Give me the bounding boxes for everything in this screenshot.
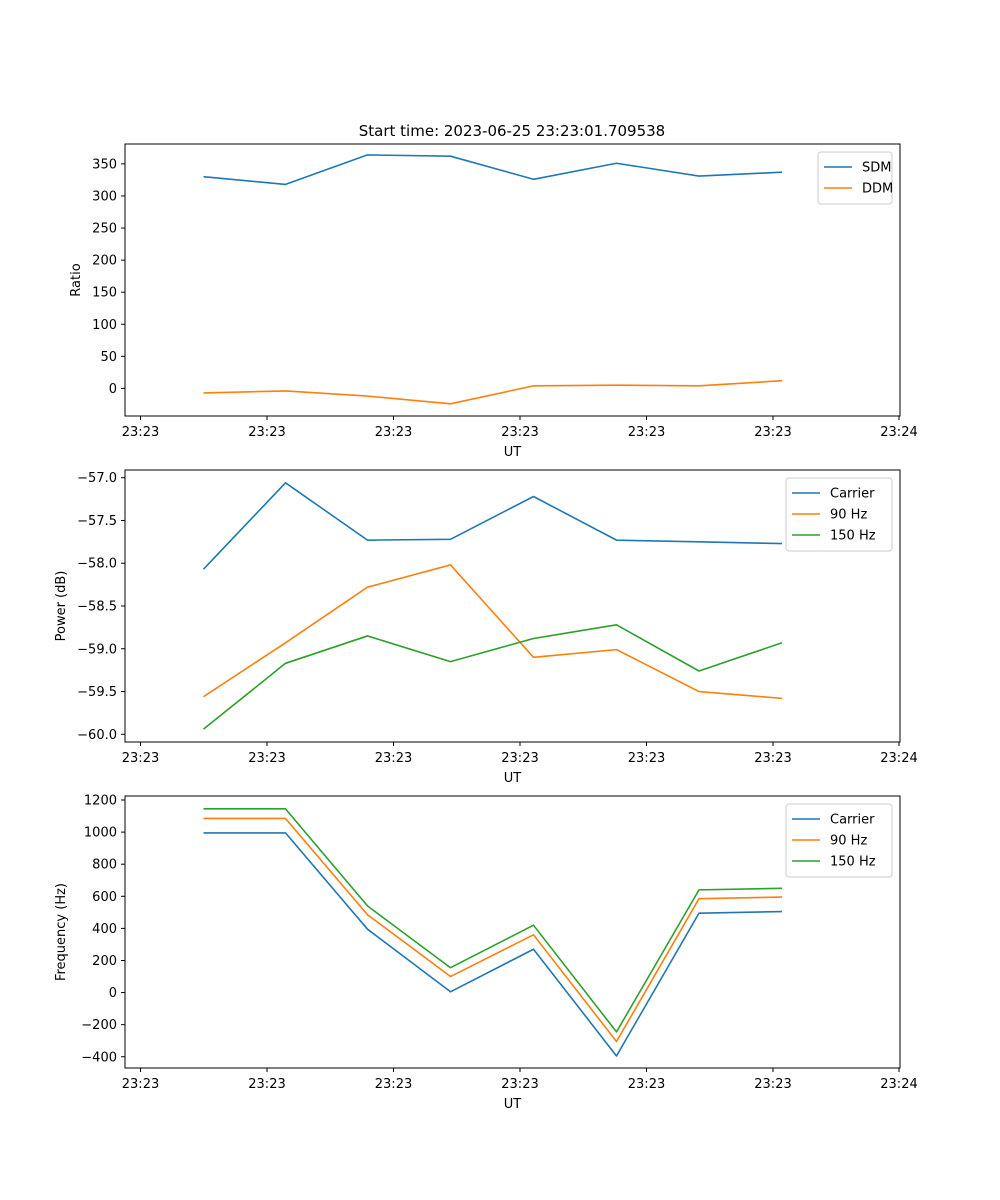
x-tick-label: 23:23 — [501, 751, 538, 766]
y-tick-label: 250 — [92, 222, 117, 237]
x-tick-label: 23:23 — [375, 425, 412, 440]
x-tick-label: 23:23 — [248, 1077, 285, 1092]
y-tick-label: −400 — [81, 1050, 117, 1065]
x-axis-label: UT — [504, 445, 522, 460]
y-tick-label: 1000 — [84, 826, 117, 841]
series-line-150-hz — [202, 624, 783, 730]
series-line-90-hz — [203, 817, 783, 1043]
legend-label: Carrier — [830, 487, 875, 502]
legend-label: DDM — [862, 182, 893, 197]
legend: Carrier 90 Hz 150 Hz — [785, 477, 893, 552]
legend: SDM DDM — [817, 151, 893, 205]
legend-label: 90 Hz — [830, 508, 867, 523]
y-tick-label: −59.0 — [77, 642, 117, 657]
x-tick-label: 23:23 — [628, 1077, 665, 1092]
x-tick-label: 23:23 — [122, 1077, 159, 1092]
axes-frame — [124, 143, 901, 417]
y-tick-label: 200 — [92, 954, 117, 969]
y-tick-label: 400 — [92, 922, 117, 937]
x-tick-label: 23:23 — [628, 425, 665, 440]
x-tick-label: 23:23 — [501, 1077, 538, 1092]
x-tick-label: 23:23 — [122, 751, 159, 766]
x-axis-label: UT — [504, 771, 522, 786]
series-line-ddm — [203, 379, 783, 405]
chart-panel-1: 23:23 23:23 23:23 23:23 23:23 23:23 23:24 0 50 10… — [69, 143, 918, 460]
x-tick-label: 23:23 — [754, 751, 791, 766]
x-tick-label: 23:23 — [248, 425, 285, 440]
legend-label: Carrier — [830, 813, 875, 828]
legend-label: 150 Hz — [830, 855, 876, 870]
y-tick-label: 350 — [92, 157, 117, 172]
figure-title: Start time: 2023-06-25 23:23:01.709538 — [359, 122, 665, 140]
axes-frame — [124, 795, 901, 1069]
legend-box — [817, 151, 893, 205]
y-tick-label: −57.0 — [77, 471, 117, 486]
series-line-sdm — [203, 154, 783, 186]
y-tick-label: 50 — [100, 350, 117, 365]
chart-panel-2: 23:23 23:23 23:23 23:23 23:23 23:23 23:24 −60.0… — [54, 469, 918, 786]
x-tick-label: 23:23 — [375, 751, 412, 766]
y-tick-label: −60.0 — [77, 728, 117, 743]
y-tick-label: 1200 — [84, 794, 117, 809]
y-axis-label: Ratio — [69, 263, 84, 296]
legend-box — [785, 477, 893, 552]
legend-label: 90 Hz — [830, 834, 867, 849]
chart-panel-3: 23:23 23:23 23:23 23:23 23:23 23:23 23:24 −400 −… — [54, 794, 918, 1112]
y-axis-label: Power (dB) — [54, 571, 69, 642]
y-tick-label: 300 — [92, 189, 117, 204]
series-line-90-hz — [203, 564, 783, 700]
y-tick-label: 100 — [92, 318, 117, 333]
y-tick-label: 150 — [92, 286, 117, 301]
x-tick-label: 23:23 — [122, 425, 159, 440]
x-tick-label: 23:24 — [880, 751, 917, 766]
y-axis-label: Frequency (Hz) — [54, 883, 69, 981]
x-tick-label: 23:24 — [880, 1077, 917, 1092]
y-tick-label: −59.5 — [77, 685, 117, 700]
series-line-carrier — [202, 482, 783, 570]
legend: Carrier 90 Hz 150 Hz — [785, 803, 893, 878]
x-tick-label: 23:23 — [754, 425, 791, 440]
y-tick-label: 0 — [109, 986, 117, 1001]
series-line-150-hz — [203, 808, 783, 1033]
y-tick-label: −57.5 — [77, 514, 117, 529]
legend-box — [785, 803, 893, 878]
y-tick-label: 0 — [109, 382, 117, 397]
x-tick-label: 23:24 — [880, 425, 917, 440]
y-tick-label: −58.0 — [77, 557, 117, 572]
y-tick-label: −200 — [81, 1018, 117, 1033]
legend-label: 150 Hz — [830, 529, 876, 544]
x-tick-label: 23:23 — [375, 1077, 412, 1092]
chart-panels: 23:23 23:23 23:23 23:23 23:23 23:23 23:24 0 50 10… — [54, 143, 918, 1112]
series-line-carrier — [203, 832, 783, 1057]
x-tick-label: 23:23 — [248, 751, 285, 766]
y-tick-label: 600 — [92, 890, 117, 905]
y-tick-label: 800 — [92, 858, 117, 873]
x-axis-label: UT — [504, 1097, 522, 1112]
x-tick-label: 23:23 — [501, 425, 538, 440]
x-tick-label: 23:23 — [754, 1077, 791, 1092]
y-tick-label: 200 — [92, 254, 117, 269]
y-tick-label: −58.5 — [77, 600, 117, 615]
x-tick-label: 23:23 — [628, 751, 665, 766]
legend-label: SDM — [862, 161, 891, 176]
